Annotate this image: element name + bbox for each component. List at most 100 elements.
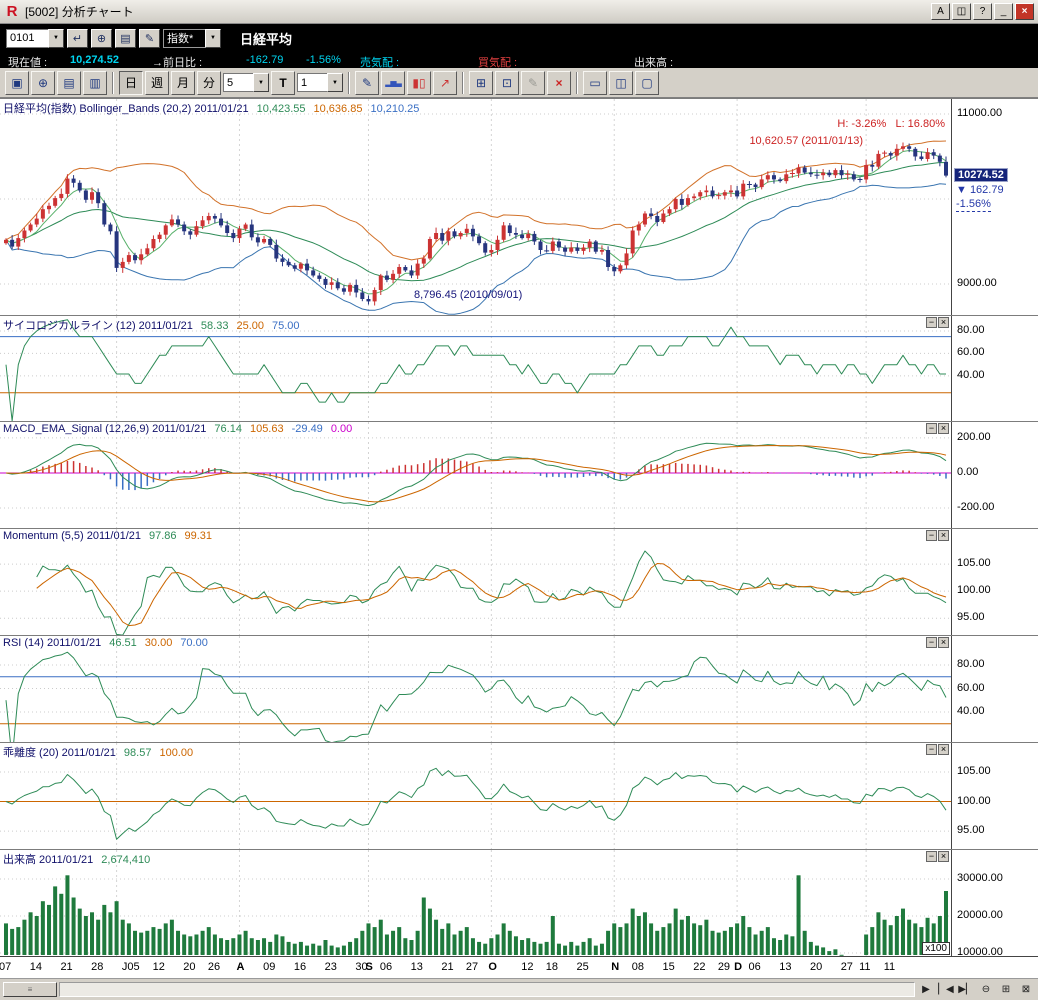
y-axis-psych: 80.00 60.00 40.00 <box>952 316 1038 421</box>
symbol-code-value[interactable]: 0101 <box>6 28 48 48</box>
memo-button[interactable]: ▤ <box>115 28 136 48</box>
y-axis-momentum: 105.00 100.00 95.00 <box>952 529 1038 635</box>
period-month-button[interactable]: 月 <box>171 70 195 95</box>
dropdown-icon[interactable]: ▼ <box>205 28 221 48</box>
y-axis-volume: 30000.00 20000.00 10000.00 <box>952 850 1038 958</box>
panel-close-button[interactable]: × <box>938 851 949 862</box>
trendline-button[interactable]: ↗ <box>433 70 457 95</box>
chart-plot-main[interactable]: H: -3.26% L: 16.80% 10,620.57 (2011/01/13… <box>0 99 952 315</box>
panel-minimize-button[interactable]: − <box>926 851 937 862</box>
chart-plot-momentum[interactable]: Momentum (5,5) 2011/01/21 97.86 99.31 − × <box>0 529 952 635</box>
panel-value: 46.51 <box>109 637 137 649</box>
x-axis-label: 12 <box>521 961 534 973</box>
candlestick-icon: ▮▯ <box>412 75 426 90</box>
close-button[interactable]: × <box>1015 3 1034 20</box>
copy-data-button[interactable]: ▥ <box>83 70 107 95</box>
category-dropdown[interactable]: 指数* ▼ <box>163 28 221 48</box>
panel-close-button[interactable]: × <box>938 423 949 434</box>
titlebar: R [5002] 分析チャート A ◫ ? _ × <box>0 0 1038 24</box>
panel-minimize-button[interactable]: − <box>926 744 937 755</box>
panel-minimize-button[interactable]: − <box>926 637 937 648</box>
panel-value: 100.00 <box>159 747 194 759</box>
copy-data-icon: ▥ <box>89 75 101 90</box>
window-layout-button[interactable]: ◫ <box>952 3 971 20</box>
minute-count-dropdown[interactable]: 5 ▼ <box>223 73 269 92</box>
panel-close-button[interactable]: × <box>938 637 949 648</box>
volume-unit-label: x100 <box>922 942 950 955</box>
font-size-button[interactable]: A <box>931 3 950 20</box>
symbol-code-input[interactable]: 0101 ▼ <box>6 28 64 48</box>
dropdown-icon[interactable]: ▼ <box>48 28 64 48</box>
category-value[interactable]: 指数* <box>163 28 205 48</box>
page-button[interactable]: ▢ <box>635 70 659 95</box>
bar-chart-button[interactable]: ▂▅▃ <box>381 70 405 95</box>
chart-plot-psych[interactable]: サイコロジカルライン (12) 2011/01/21 58.33 25.00 75.0… <box>0 316 952 421</box>
x-axis-label: 09 <box>263 961 276 973</box>
nav-start-button[interactable]: ▏◀ <box>937 981 955 998</box>
zoom-button[interactable]: ⊕ <box>31 70 55 95</box>
scroll-track[interactable] <box>59 982 915 997</box>
chart-plot-macd[interactable]: MACD_EMA_Signal (12,26,9) 2011/01/21 76.1… <box>0 422 952 528</box>
tile-window-button[interactable]: ◫ <box>609 70 633 95</box>
bar-chart-icon: ▂▅▃ <box>385 78 402 87</box>
line-chart-button[interactable]: ✎ <box>355 70 379 95</box>
dropdown-icon[interactable]: ▼ <box>253 73 269 92</box>
dropdown-icon[interactable]: ▼ <box>327 73 343 92</box>
panel-minimize-button[interactable]: − <box>926 317 937 328</box>
x-axis-label: N <box>611 961 620 973</box>
y-axis-label: 80.00 <box>957 324 985 336</box>
tick-count-dropdown[interactable]: 1 ▼ <box>297 73 343 92</box>
panel-header-momentum: Momentum (5,5) 2011/01/21 97.86 99.31 <box>3 530 212 542</box>
enter-button[interactable]: ↵ <box>67 28 88 48</box>
panel-close-button[interactable]: × <box>938 530 949 541</box>
tick-button[interactable]: T <box>271 70 295 95</box>
zoom-out-button[interactable]: ⊖ <box>977 981 995 998</box>
symbol-name: 日経平均 <box>240 31 293 47</box>
panel-close-button[interactable]: × <box>938 744 949 755</box>
panel-minimize-button[interactable]: − <box>926 423 937 434</box>
panel-close-button[interactable]: × <box>938 317 949 328</box>
x-axis-label: 07 <box>0 961 12 973</box>
grid-toggle-button[interactable]: ⊞ <box>997 981 1015 998</box>
select-range-button[interactable]: ⊡ <box>495 70 519 95</box>
edit-button[interactable]: ✎ <box>139 28 160 48</box>
y-axis-main: 11000.00 9000.00 10274.52 ▼ 162.79 -1.56% <box>952 99 1038 315</box>
y-axis-label: 20000.00 <box>957 909 1003 921</box>
panel-header-psych: サイコロジカルライン (12) 2011/01/21 58.33 25.00 75.0… <box>3 317 300 333</box>
draw-button[interactable]: ✎ <box>521 70 545 95</box>
minute-count-value[interactable]: 5 <box>223 73 253 92</box>
period-day-button[interactable]: 日 <box>119 70 143 95</box>
copy-chart-button[interactable]: ▤ <box>57 70 81 95</box>
nav-end-button[interactable]: ▶▏ <box>957 981 975 998</box>
minimize-button[interactable]: _ <box>994 3 1013 20</box>
play-icon: ▶ <box>922 984 930 995</box>
grid-button[interactable]: ⊞ <box>469 70 493 95</box>
screen-button[interactable]: ▣ <box>5 70 29 95</box>
panel-value: 30.00 <box>144 637 173 649</box>
panel-value: 25.00 <box>236 320 264 332</box>
change-pct-value: -1.56% <box>306 54 341 66</box>
x-axis-label: 06 <box>748 961 761 973</box>
period-week-button[interactable]: 週 <box>145 70 169 95</box>
close-panel-button[interactable]: ⊠ <box>1017 981 1035 998</box>
y-axis-label: 105.00 <box>957 765 991 777</box>
help-button[interactable]: ? <box>973 3 992 20</box>
x-axis: 07 14 21 28 J05 12 20 26 A 09 16 23 30 S 06 13 21 27 O 12 18… <box>0 956 1038 978</box>
current-price-value: 10,274.52 <box>70 54 119 66</box>
panel-minimize-button[interactable]: − <box>926 530 937 541</box>
chart-plot-kairi[interactable]: 乖離度 (20) 2011/01/21 98.57 100.00 − × <box>0 743 952 849</box>
symbol-search-button[interactable]: ⊕ <box>91 28 112 48</box>
delete-drawing-button[interactable]: × <box>547 70 571 95</box>
panel-header-macd: MACD_EMA_Signal (12,26,9) 2011/01/21 76.1… <box>3 423 352 435</box>
panel-title: MACD_EMA_Signal (12,26,9) 2011/01/21 <box>3 423 207 435</box>
chart-plot-rsi[interactable]: RSI (14) 2011/01/21 46.51 30.00 70.00 − × <box>0 636 952 742</box>
tick-count-value[interactable]: 1 <box>297 73 327 92</box>
scroll-thumb[interactable]: ≡ <box>3 982 57 997</box>
new-window-button[interactable]: ▭ <box>583 70 607 95</box>
nav-play-button[interactable]: ▶ <box>917 981 935 998</box>
window-title: [5002] 分析チャート <box>25 5 134 19</box>
period-minute-button[interactable]: 分 <box>197 70 221 95</box>
candlestick-button[interactable]: ▮▯ <box>407 70 431 95</box>
chart-plot-volume[interactable]: x100 出来高 2011/01/21 2,674,410 − × <box>0 850 952 956</box>
volume-label: 出来高 : <box>634 57 674 69</box>
